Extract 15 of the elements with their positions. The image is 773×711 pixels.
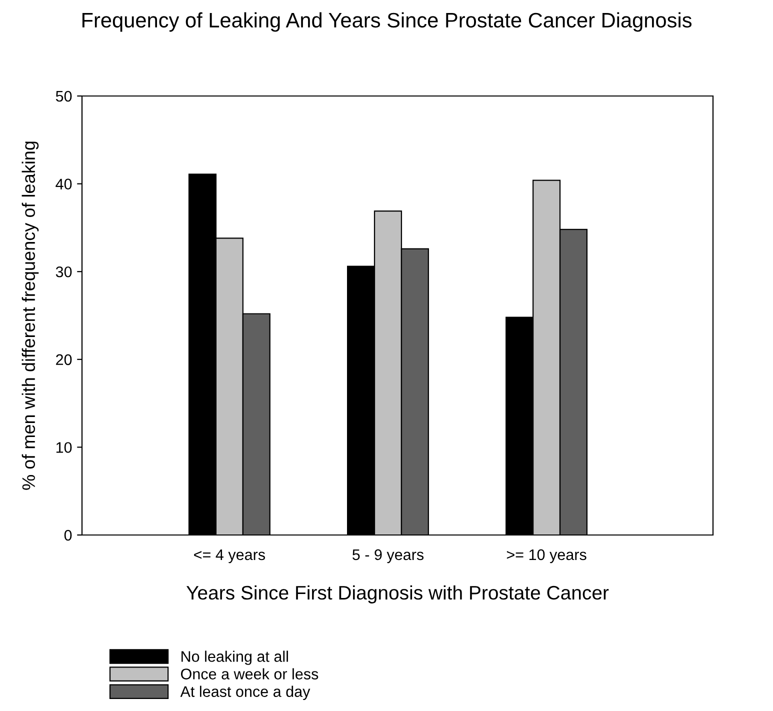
y-tick-label: 0 [64, 530, 72, 541]
x-tick-label: <= 4 years [194, 549, 265, 564]
y-tick-label: 30 [56, 266, 72, 278]
y-tick-label: 20 [56, 354, 72, 366]
x-tick-label: 5 - 9 years [352, 549, 424, 564]
y-axis-title: % of men with different frequency of leaking [22, 142, 39, 490]
legend-label: No leaking at all [182, 650, 288, 665]
x-axis-title: Years Since First Diagnosis with Prostate Cancer [186, 585, 609, 604]
legend-label: Once a week or less [181, 668, 318, 680]
legend-label: At least once a day [180, 686, 310, 700]
y-tick-label: 50 [56, 90, 72, 102]
y-tick-label: 10 [56, 442, 72, 453]
y-tick-label: 40 [56, 178, 72, 190]
chart-title: Frequency of Leaking And Years Since Prostate Cancer Diagnosis [82, 12, 692, 32]
x-tick-label: >= 10 years [506, 549, 586, 564]
